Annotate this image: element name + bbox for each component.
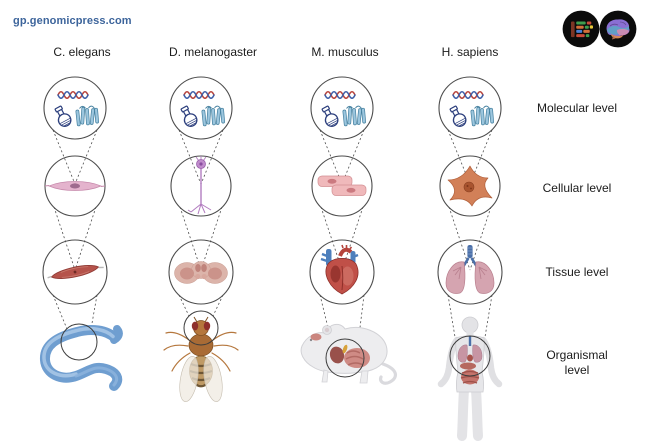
column-header-dmelanogaster: D. melanogaster [168, 45, 258, 59]
logo-group [562, 10, 637, 48]
level-label-cellular: Cellular level [542, 181, 612, 195]
mouse-illustration [300, 323, 398, 385]
column-header-hsapiens: H. sapiens [441, 45, 499, 59]
worm-illustration [40, 325, 123, 391]
organism-zoom-circle [449, 335, 491, 377]
fly-brain-icon [174, 261, 228, 284]
fibroblast-icon [447, 165, 493, 207]
column-header-mmusculus: M. musculus [311, 45, 379, 59]
zoom-connector-lines [178, 129, 224, 317]
organism-zoom-circle [325, 338, 365, 378]
genomic-press-bars-logo [562, 10, 600, 48]
column-celegans [40, 76, 123, 391]
organism-zoom-circle [183, 310, 219, 346]
organism-zoom-circle [60, 323, 98, 361]
level-label-tissue: Tissue level [545, 265, 609, 279]
heart-icon [320, 244, 359, 295]
spindle-cell-icon [44, 181, 106, 191]
human-illustration [437, 316, 503, 441]
level-label-molecular: Molecular level [536, 101, 618, 115]
cardiomyocyte-icon [317, 175, 367, 196]
muscle-fiber-icon [47, 265, 104, 279]
column-header-celegans: C. elegans [53, 45, 111, 59]
fruit-fly-illustration [163, 316, 239, 402]
neuron-icon [187, 156, 212, 215]
zoom-connector-lines [52, 129, 98, 330]
column-hsapiens [437, 76, 503, 441]
brain-logo [599, 10, 637, 48]
level-label-organismal: Organismal level [546, 348, 608, 377]
lungs-icon [445, 245, 495, 294]
column-mmusculus [300, 76, 398, 385]
site-url-link[interactable]: gp.genomicpress.com [13, 15, 132, 27]
column-dmelanogaster [163, 76, 239, 402]
